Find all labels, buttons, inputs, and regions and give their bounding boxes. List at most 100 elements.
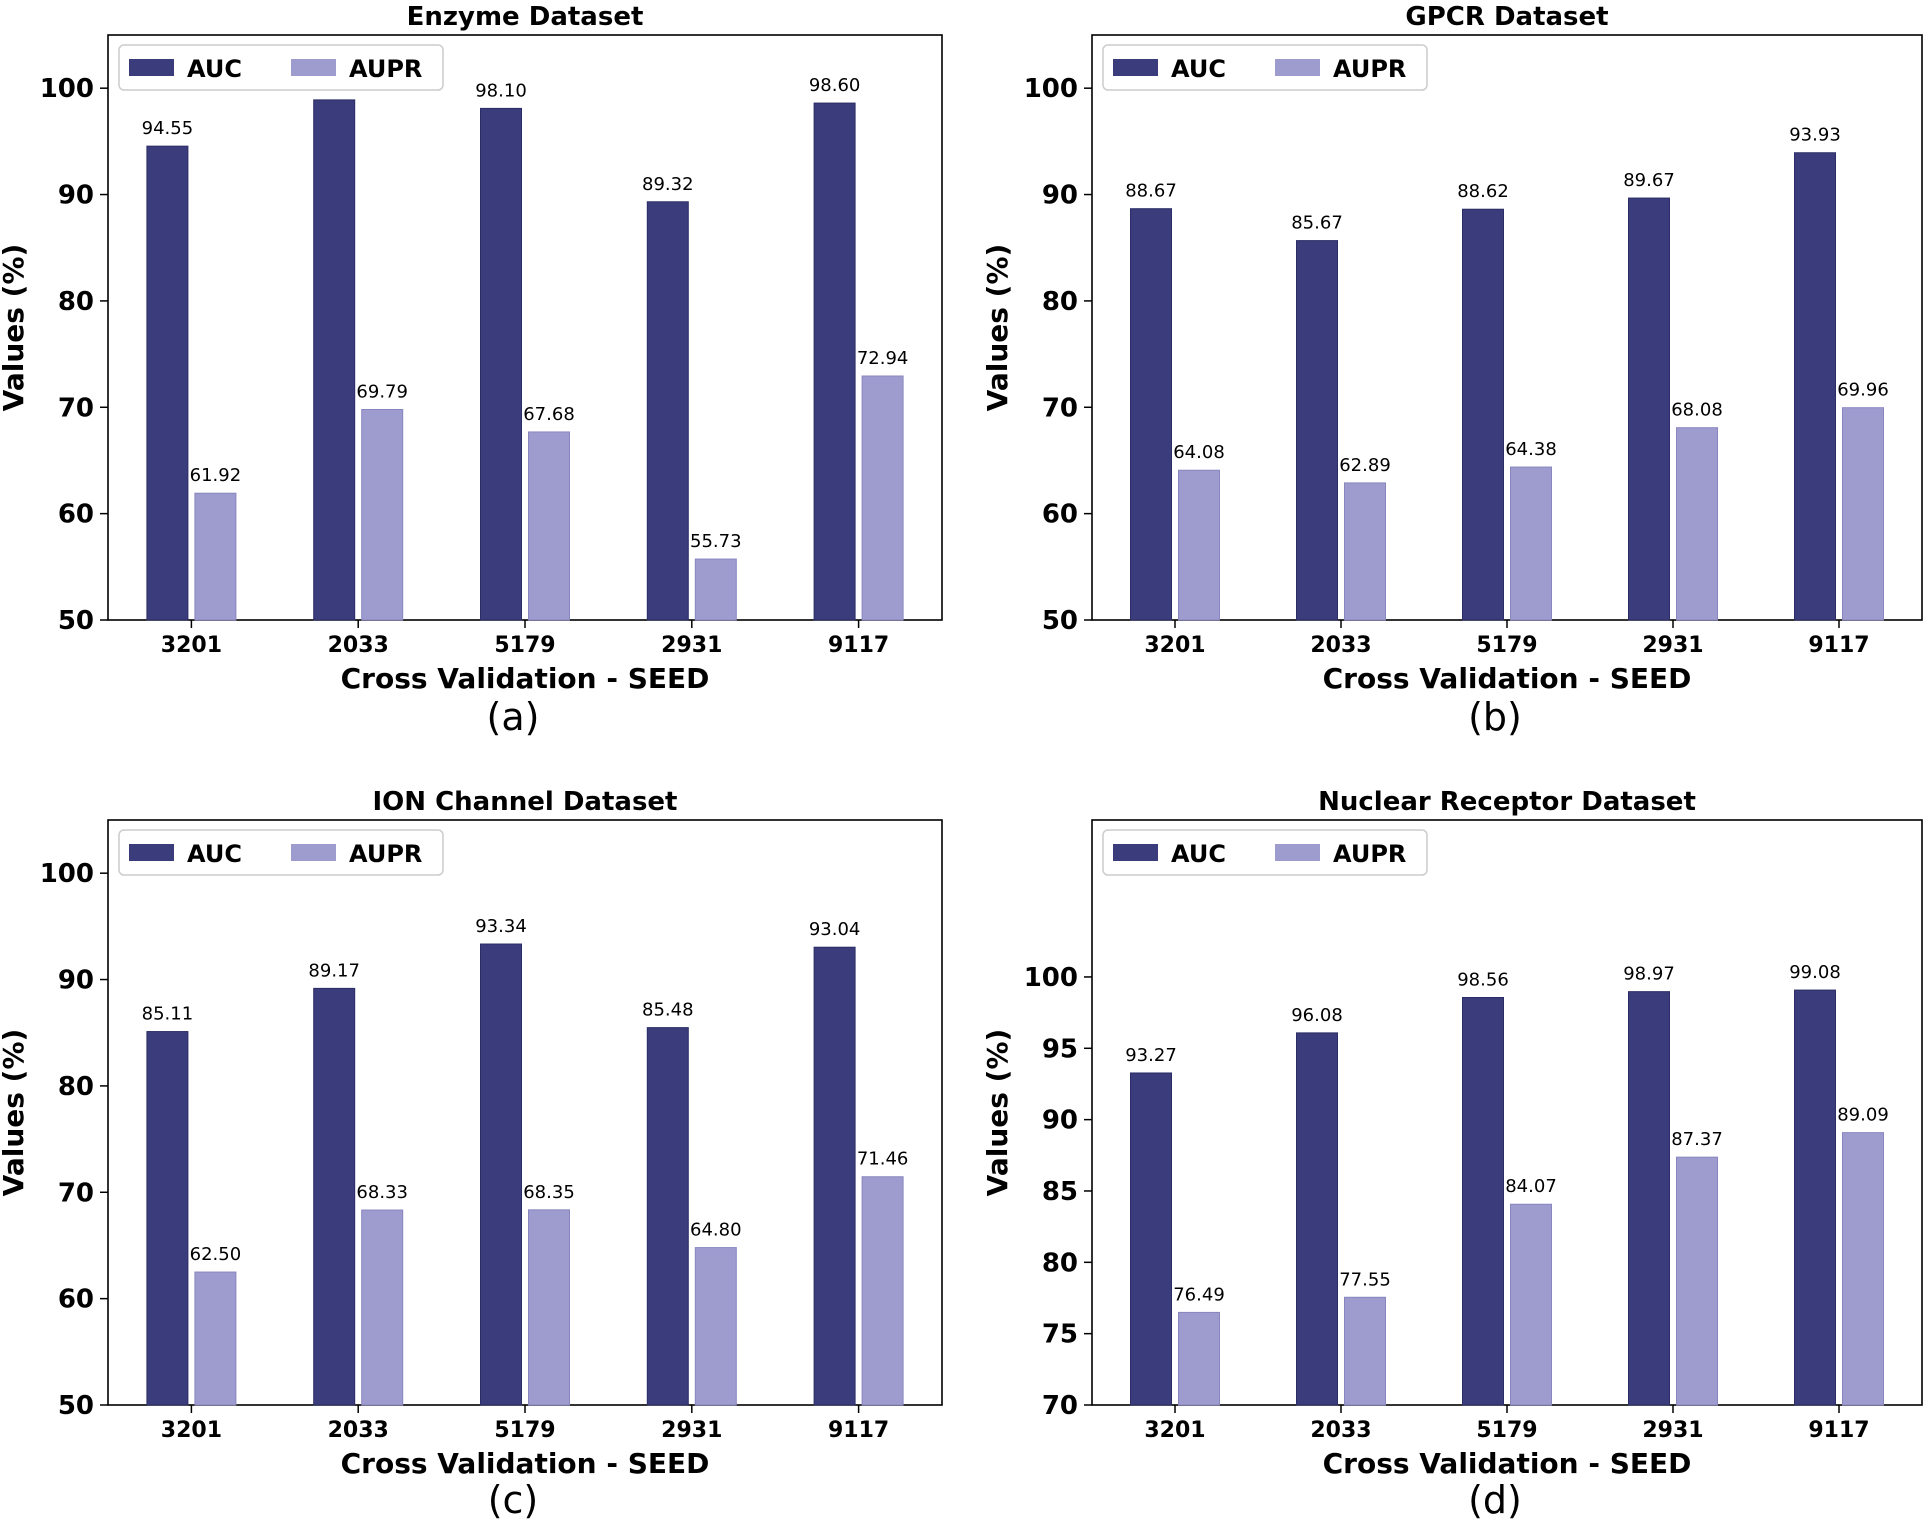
y-tick-label: 95 — [1042, 1034, 1078, 1064]
legend-label-auc: AUC — [1171, 840, 1226, 868]
x-axis-label: Cross Validation - SEED — [1323, 1447, 1692, 1480]
bar-value-label: 61.92 — [190, 465, 242, 486]
bar-value-label: 85.48 — [642, 1000, 694, 1021]
bar-auc — [480, 943, 522, 1406]
y-tick-label: 50 — [1042, 606, 1078, 636]
legend-box — [1102, 829, 1428, 876]
y-tick-label: 90 — [58, 181, 94, 211]
chart-title: Nuclear Receptor Dataset — [1318, 787, 1696, 817]
bar-aupr — [1842, 1132, 1884, 1406]
bar-value-label: 87.37 — [1671, 1129, 1723, 1150]
bar-value-label: 93.27 — [1125, 1045, 1177, 1066]
bar-auc — [1296, 240, 1338, 621]
legend-swatch-auc — [129, 59, 174, 76]
bar-value-label: 72.94 — [857, 348, 909, 369]
bar-value-label: 85.67 — [1291, 213, 1343, 234]
bar-auc — [1794, 152, 1836, 621]
x-tick-label: 9117 — [1808, 633, 1869, 658]
bar-auc — [813, 102, 856, 621]
bar-value-label: 64.38 — [1505, 439, 1557, 460]
chart-title: ION Channel Dataset — [373, 787, 678, 817]
bar-aupr — [361, 1209, 404, 1406]
bar-value-label: 88.62 — [1457, 181, 1509, 202]
bar-auc — [646, 1027, 689, 1406]
bar-value-label: 62.89 — [1339, 455, 1391, 476]
bar-aupr — [861, 375, 904, 621]
x-tick-label: 5179 — [1476, 1418, 1537, 1443]
legend-label-auc: AUC — [1171, 55, 1226, 83]
y-axis-label: Values (%) — [0, 1029, 30, 1197]
bar-auc — [146, 145, 189, 621]
bar-auc — [1130, 208, 1172, 621]
bar-value-label: 68.33 — [356, 1182, 408, 1203]
chart-panel-a: Enzyme Dataset 50 60 70 80 90 100 Values (%) 320… — [0, 2, 943, 739]
bar-aupr — [694, 1247, 737, 1406]
y-tick-label: 70 — [1042, 393, 1078, 423]
bar-value-label: 89.17 — [308, 960, 360, 981]
bar-value-label: 67.68 — [523, 404, 575, 425]
x-tick-label: 2033 — [1310, 1418, 1371, 1443]
bar-value-label: 89.67 — [1623, 170, 1675, 191]
bar-auc — [146, 1031, 189, 1406]
chart-title: Enzyme Dataset — [407, 2, 644, 32]
x-axis-label: Cross Validation - SEED — [1323, 662, 1692, 695]
legend-label-aupr: AUPR — [349, 55, 422, 83]
y-tick-label: 70 — [58, 1178, 94, 1208]
bar-auc — [1462, 208, 1504, 621]
bar-value-label: 64.80 — [690, 1220, 742, 1241]
panel-caption: (c) — [488, 1478, 539, 1522]
y-tick-label: 80 — [1042, 287, 1078, 317]
bar-value-label: 98.56 — [1457, 969, 1509, 990]
bar-auc — [646, 201, 689, 621]
bar-value-label: 64.08 — [1173, 442, 1225, 463]
bar-value-label: 55.73 — [690, 531, 742, 552]
y-tick-label: 70 — [1042, 1391, 1078, 1421]
y-tick-label: 100 — [1024, 963, 1078, 993]
bar-value-label: 85.11 — [142, 1004, 194, 1025]
y-tick-label: 70 — [58, 393, 94, 423]
legend-label-aupr: AUPR — [349, 840, 422, 868]
y-tick-label: 90 — [1042, 1106, 1078, 1136]
bar-aupr — [1510, 1203, 1552, 1406]
legend-label-aupr: AUPR — [1333, 840, 1406, 868]
bar-aupr — [1676, 427, 1718, 621]
bar-value-label: 62.50 — [190, 1244, 242, 1265]
bar-auc — [313, 987, 356, 1406]
y-tick-label: 50 — [58, 1391, 94, 1421]
bar-auc — [1296, 1032, 1338, 1406]
legend-swatch-auc — [129, 844, 174, 861]
x-axis-label: Cross Validation - SEED — [341, 1447, 710, 1480]
x-tick-label: 2931 — [1642, 1418, 1703, 1443]
y-tick-label: 50 — [58, 606, 94, 636]
y-axis-label: Values (%) — [981, 1029, 1014, 1197]
legend-swatch-aupr — [1275, 844, 1320, 861]
bar-value-label: 68.35 — [523, 1182, 575, 1203]
panel-caption: (d) — [1468, 1478, 1522, 1522]
bar-value-label: 71.46 — [857, 1149, 909, 1170]
panel-caption: (b) — [1468, 695, 1522, 739]
bar-aupr — [1344, 482, 1386, 621]
x-tick-label: 2033 — [328, 1418, 389, 1443]
x-axis-label: Cross Validation - SEED — [341, 662, 710, 695]
x-tick-label: 9117 — [828, 1418, 889, 1443]
bar-aupr — [1510, 466, 1552, 621]
legend-swatch-aupr — [291, 59, 336, 76]
bar-value-label: 68.08 — [1671, 400, 1723, 421]
bar-aupr — [1676, 1156, 1718, 1406]
bar-auc — [1628, 197, 1670, 621]
x-tick-label: 5179 — [494, 1418, 555, 1443]
bar-aupr — [1344, 1296, 1386, 1406]
bar-auc — [813, 946, 856, 1406]
bar-value-label: 88.67 — [1125, 181, 1177, 202]
y-tick-label: 90 — [1042, 181, 1078, 211]
legend-box — [118, 44, 444, 91]
x-tick-label: 3201 — [1144, 633, 1205, 658]
bar-auc — [480, 107, 522, 621]
bar-aupr — [528, 1209, 570, 1406]
bar-value-label: 98.97 — [1623, 964, 1675, 985]
legend-label-auc: AUC — [187, 840, 242, 868]
x-tick-label: 5179 — [1476, 633, 1537, 658]
legend-swatch-auc — [1113, 844, 1158, 861]
bar-value-label: 93.04 — [809, 919, 861, 940]
